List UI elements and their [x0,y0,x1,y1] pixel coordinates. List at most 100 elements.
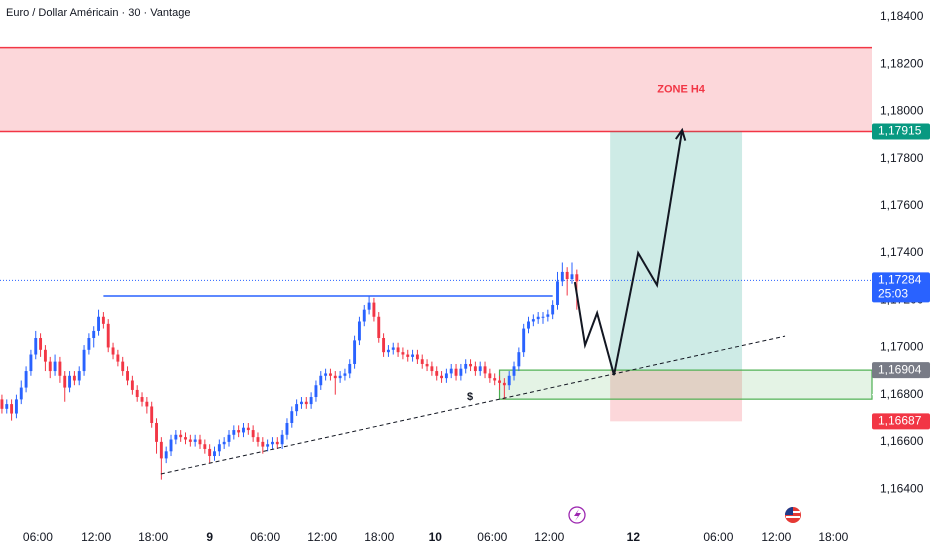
candle-body [155,422,158,442]
candle-body [101,316,105,324]
candle-body [498,380,501,383]
candle-body [10,404,14,414]
candle-body [217,444,221,452]
candle-body [251,430,255,438]
x-tick-label: 12:00 [534,530,564,544]
candle-body [159,441,163,459]
candle-body [164,451,168,459]
candle-body [382,338,386,353]
candle-body [5,404,9,409]
candle-body [174,434,178,440]
candle-body [517,352,521,367]
candle-body [261,441,265,447]
x-tick-label: 10 [429,530,443,544]
stop-area [610,370,743,422]
candle-body [222,441,226,445]
candle-body [285,422,289,435]
y-tick-label: 1,16400 [880,481,924,495]
candle-body [63,375,67,388]
candle-body [68,375,72,388]
flag-icon[interactable] [785,507,801,523]
candle-body [48,361,52,372]
candle-body [367,302,371,310]
candle-body [92,330,96,339]
y-tick-label: 1,18000 [880,104,924,118]
candle-body [304,401,308,405]
candle-body [333,375,337,379]
candle-body [126,371,129,381]
candle-body [440,375,444,379]
drawings-back: ZONE H4 [0,46,873,422]
candle-body [512,366,516,376]
x-tick-label: 18:00 [138,530,168,544]
price-label-box [872,362,930,379]
candle-body [198,439,202,445]
flag-stripe[interactable] [786,516,800,518]
candle-body [454,368,458,376]
candle-body [396,347,400,353]
zone-area [0,47,872,132]
candle-body [338,375,342,379]
candle-body [24,371,28,388]
candle-body [420,359,424,364]
candle-body [193,439,197,442]
y-tick-label: 1,17600 [880,198,924,212]
x-tick-label: 12 [627,530,641,544]
candle-body [271,441,274,445]
x-tick-label: 12:00 [81,530,111,544]
x-tick-label: 18:00 [818,530,848,544]
candle-body [29,354,33,372]
support-box [498,369,873,400]
candle-body [556,281,559,305]
candle-body [140,397,144,402]
x-tick-label: 06:00 [23,530,53,544]
x-tick-label: 18:00 [364,530,394,544]
candle-body [560,271,564,282]
countdown-label: 25:03 [878,287,908,301]
candle-body [169,439,173,452]
candle-body [372,302,376,317]
y-tick-label: 1,17800 [880,151,924,165]
candle-body [87,338,91,350]
candle-body [43,349,47,362]
candle-body [401,352,405,355]
price-label-box [872,272,930,303]
candle-body [39,338,43,350]
candle-body [188,439,192,442]
candle-body [536,316,540,320]
candle-body [473,366,477,372]
candle-body [391,347,395,350]
event-bolt[interactable] [574,509,581,521]
price-label: 1,16687 [878,414,922,428]
candle-body [531,319,535,322]
y-tick-label: 1,18400 [880,9,924,23]
candle-body [411,354,415,357]
candle-body [121,361,125,372]
candle-body [551,304,555,315]
candle-body [208,448,212,457]
x-tick-label: 06:00 [477,530,507,544]
candle-body [266,444,270,447]
candle-body [362,309,366,322]
candle-body [377,316,381,339]
candle-body [469,363,472,367]
candle-body [290,411,294,423]
candle-body [97,316,101,331]
candle-body [478,366,482,372]
y-tick-label: 1,16600 [880,434,924,448]
chart-title: Euro / Dollar Américain · 30 · Vantage [6,7,190,19]
candle-body [493,378,497,381]
candle-body [150,406,154,423]
candle-body [106,323,110,348]
axes: 1,164001,166001,168001,170001,172001,174… [23,9,930,544]
event-icon[interactable] [568,506,586,524]
x-tick-label: 9 [206,530,213,544]
flag-canton[interactable] [785,507,793,515]
x-tick-label: 06:00 [250,530,280,544]
candle-body [415,354,419,360]
candle-body [575,274,579,282]
candle-body [82,349,86,372]
candle-body [213,451,216,457]
